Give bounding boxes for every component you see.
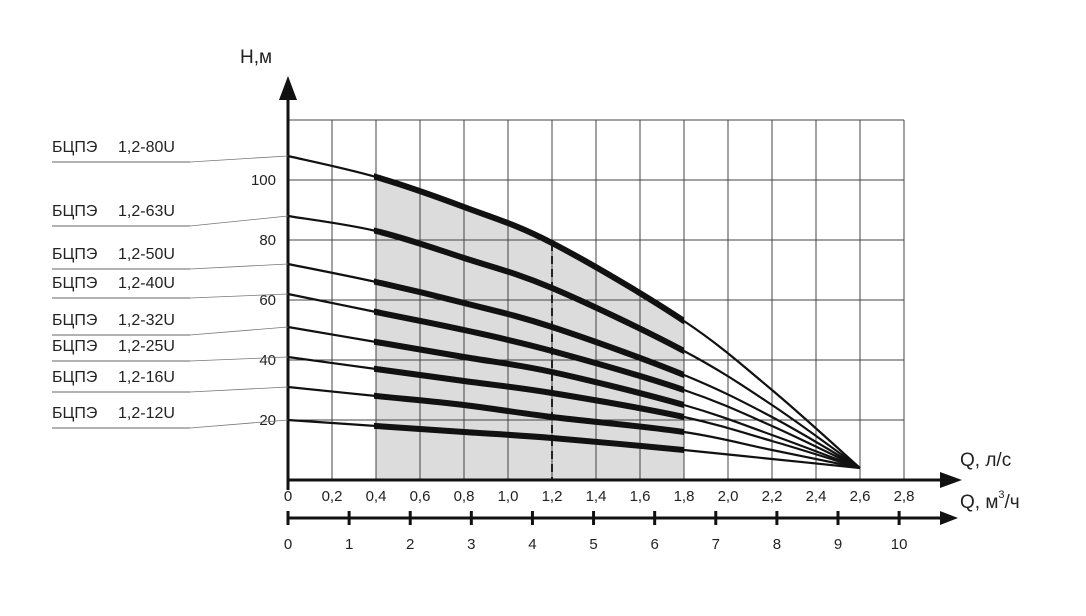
x-secondary-tick-labels: 0 1 2 3 4 5 6 7 8 9 10 <box>284 536 908 553</box>
x-secondary-tick-label: 7 <box>712 536 720 553</box>
series-label-name: БЦПЭ <box>52 405 97 422</box>
y-tick-label: 40 <box>259 352 276 369</box>
x-secondary-axis-arrow <box>940 511 958 525</box>
series-leader-line <box>189 293 289 299</box>
curve-work-segment-1,2-16U <box>374 392 684 436</box>
series-label-model: 1,2-80U <box>118 139 175 156</box>
series-label-model: 1,2-40U <box>118 275 175 292</box>
series-label-model: 1,2-25U <box>118 338 175 355</box>
x-secondary-title-tail: /ч <box>1005 492 1020 513</box>
series-leader-line <box>189 386 289 393</box>
x-secondary-tick-label: 6 <box>650 536 658 553</box>
x-secondary-title-sup: 3 <box>998 489 1004 501</box>
series-label-name: БЦПЭ <box>52 369 97 386</box>
curve-work-segment-1,2-32U <box>374 338 684 409</box>
y-tick-labels: 20 40 60 80 100 <box>251 172 276 429</box>
curve-work-segment-1,2-40U <box>374 308 684 394</box>
y-tick-label: 60 <box>259 292 276 309</box>
series-leader-line <box>189 155 289 163</box>
x-secondary-tick-label: 4 <box>528 536 536 553</box>
series-label-model: 1,2-12U <box>118 405 175 422</box>
x-primary-tick-label: 2,6 <box>850 488 871 505</box>
series-label-name: БЦПЭ <box>52 246 97 263</box>
x-primary-tick-labels: 0 0,2 0,4 0,6 0,8 1,0 1,2 1,4 1,6 1,8 2,0 2,2 2,4 2,6… <box>284 488 915 505</box>
curve-work-segment-1,2-80U <box>374 173 684 325</box>
x-secondary-tick-label: 5 <box>589 536 597 553</box>
axes <box>279 76 962 525</box>
x-primary-tick-label: 0,6 <box>410 488 431 505</box>
series-label-name: БЦПЭ <box>52 203 97 220</box>
x-primary-tick-label: 0,2 <box>322 488 343 505</box>
curve-work-segment-1,2-12U <box>374 422 684 454</box>
curve-work-segment-1,2-63U <box>374 227 684 355</box>
series-label-name: БЦПЭ <box>52 338 97 355</box>
x-primary-tick-label: 1,4 <box>586 488 607 505</box>
series-label-model: 1,2-32U <box>118 312 175 329</box>
series-label-name: БЦПЭ <box>52 139 97 156</box>
curve-work-segment-1,2-50U <box>374 278 684 379</box>
x-secondary-tick-label: 8 <box>773 536 781 553</box>
y-tick-label: 80 <box>259 232 276 249</box>
curve-work-segment-1,2-25U <box>374 365 684 421</box>
x-primary-tick-label: 0,4 <box>366 488 387 505</box>
x-secondary-tick-label: 2 <box>406 536 414 553</box>
x-primary-tick-label: 0 <box>284 488 292 505</box>
x-primary-axis-title: Q, л/с <box>960 450 1011 471</box>
series-labels: БЦПЭ 1,2-80U БЦПЭ 1,2-63U БЦПЭ 1,2-50U БЦПЭ 1,2… <box>52 139 289 429</box>
series-label-model: 1,2-63U <box>118 203 175 220</box>
series-leader-line <box>189 419 289 429</box>
series-leader-line <box>189 326 289 336</box>
x-primary-tick-label: 2,2 <box>762 488 783 505</box>
series-label-model: 1,2-50U <box>118 246 175 263</box>
x-primary-axis-arrow <box>940 472 962 488</box>
series-label-name: БЦПЭ <box>52 312 97 329</box>
x-secondary-tick-label: 1 <box>345 536 353 553</box>
x-primary-tick-label: 1,2 <box>542 488 563 505</box>
series-leader-line <box>189 215 289 227</box>
x-primary-tick-label: 0,8 <box>454 488 475 505</box>
x-secondary-title-main: Q, м <box>960 492 998 513</box>
x-primary-tick-label: 2,0 <box>718 488 739 505</box>
series-leader-line <box>189 356 289 362</box>
series-leader-line <box>189 263 289 270</box>
y-axis-arrow <box>279 76 297 100</box>
series-label-name: БЦПЭ <box>52 275 97 292</box>
x-primary-tick-label: 2,8 <box>894 488 915 505</box>
x-primary-tick-label: 1,6 <box>630 488 651 505</box>
x-primary-tick-label: 2,4 <box>806 488 827 505</box>
x-secondary-tick-label: 0 <box>284 536 292 553</box>
y-tick-label: 20 <box>259 412 276 429</box>
y-axis-title: Н,м <box>240 47 272 68</box>
curves <box>287 154 861 470</box>
x-secondary-axis-title: Q, м3/ч <box>960 489 1020 513</box>
x-secondary-tick-label: 3 <box>467 536 475 553</box>
series-label-model: 1,2-16U <box>118 369 175 386</box>
x-secondary-tick-label: 10 <box>891 536 908 553</box>
y-tick-label: 100 <box>251 172 276 189</box>
x-primary-tick-label: 1,0 <box>498 488 519 505</box>
x-primary-tick-label: 1,8 <box>674 488 695 505</box>
x-secondary-tick-label: 9 <box>834 536 842 553</box>
